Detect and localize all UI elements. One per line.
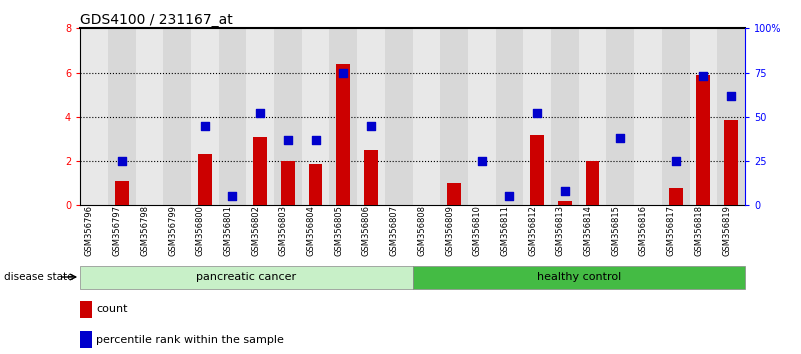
Bar [496,28,523,205]
Text: GSM356812: GSM356812 [528,205,537,256]
Text: count: count [96,304,127,314]
Text: GSM356809: GSM356809 [445,205,454,256]
Text: GSM356798: GSM356798 [140,205,149,256]
Bar [219,28,247,205]
Bar [80,266,413,289]
Bar [530,135,544,205]
Text: healthy control: healthy control [537,272,621,282]
Point [364,123,377,129]
Point [281,137,294,143]
Bar [163,28,191,205]
Bar [108,28,135,205]
Bar [308,164,323,205]
Point [558,188,571,194]
Text: GSM356800: GSM356800 [195,205,205,256]
Bar [441,28,468,205]
Text: GSM356811: GSM356811 [501,205,509,256]
Bar [413,28,441,205]
Bar [468,28,496,205]
Text: GSM356801: GSM356801 [223,205,232,256]
Text: GSM356802: GSM356802 [252,205,260,256]
Bar [717,28,745,205]
Bar [634,28,662,205]
Bar [302,28,329,205]
Point [199,123,211,129]
Bar [253,137,267,205]
Text: GSM356796: GSM356796 [85,205,94,256]
Point [503,194,516,199]
Bar [669,188,682,205]
Text: GSM356814: GSM356814 [584,205,593,256]
Text: GSM356807: GSM356807 [389,205,399,256]
Bar [80,301,92,318]
Bar [135,28,163,205]
Bar [329,28,357,205]
Bar [191,28,219,205]
Bar [551,28,578,205]
Bar [115,181,129,205]
Point [337,70,350,75]
Text: GSM356799: GSM356799 [168,205,177,256]
Point [226,194,239,199]
Text: GSM356810: GSM356810 [473,205,481,256]
Bar [384,28,413,205]
Point [670,158,682,164]
Text: GSM356813: GSM356813 [556,205,565,256]
Text: GSM356806: GSM356806 [362,205,371,256]
Bar [696,75,710,205]
Point [614,135,626,141]
Text: GSM356819: GSM356819 [722,205,731,256]
Text: GSM356808: GSM356808 [417,205,426,256]
Point [309,137,322,143]
Text: GSM356804: GSM356804 [307,205,316,256]
Bar [662,28,690,205]
Bar [586,161,599,205]
Bar [198,154,211,205]
Bar [247,28,274,205]
Bar [558,201,572,205]
Bar [447,183,461,205]
Text: GSM356805: GSM356805 [334,205,344,256]
Bar [357,28,384,205]
Text: GSM356816: GSM356816 [639,205,648,256]
Bar [413,266,745,289]
Bar [80,331,92,348]
Text: GDS4100 / 231167_at: GDS4100 / 231167_at [80,13,233,27]
Bar [523,28,551,205]
Text: percentile rank within the sample: percentile rank within the sample [96,335,284,344]
Point [725,93,738,98]
Bar [578,28,606,205]
Text: GSM356815: GSM356815 [611,205,620,256]
Text: GSM356817: GSM356817 [666,205,676,256]
Text: GSM356818: GSM356818 [694,205,703,256]
Text: pancreatic cancer: pancreatic cancer [196,272,296,282]
Bar [364,150,378,205]
Text: GSM356803: GSM356803 [279,205,288,256]
Bar [724,120,738,205]
Point [531,110,544,116]
Text: disease state: disease state [4,272,74,282]
Bar [690,28,717,205]
Bar [80,28,108,205]
Bar [281,161,295,205]
Bar [274,28,302,205]
Point [254,110,267,116]
Bar [336,64,350,205]
Point [475,158,488,164]
Point [115,158,128,164]
Bar [606,28,634,205]
Text: GSM356797: GSM356797 [113,205,122,256]
Point [697,73,710,79]
